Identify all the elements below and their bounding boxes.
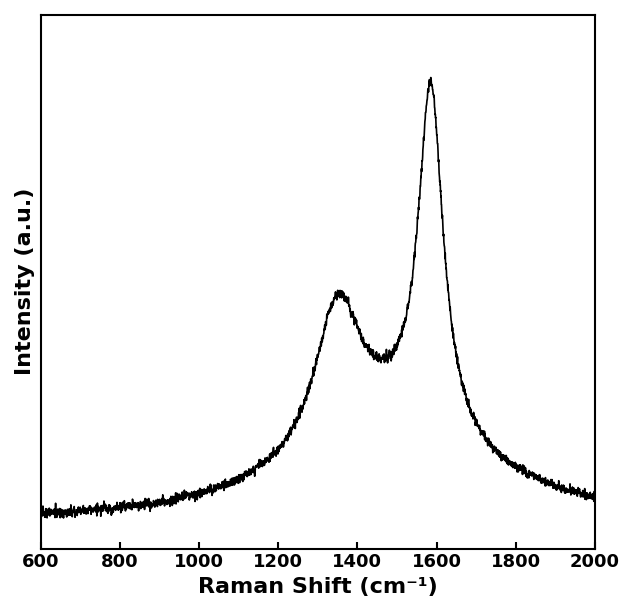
X-axis label: Raman Shift (cm⁻¹): Raman Shift (cm⁻¹) [198, 577, 438, 597]
Y-axis label: Intensity (a.u.): Intensity (a.u.) [15, 188, 35, 376]
